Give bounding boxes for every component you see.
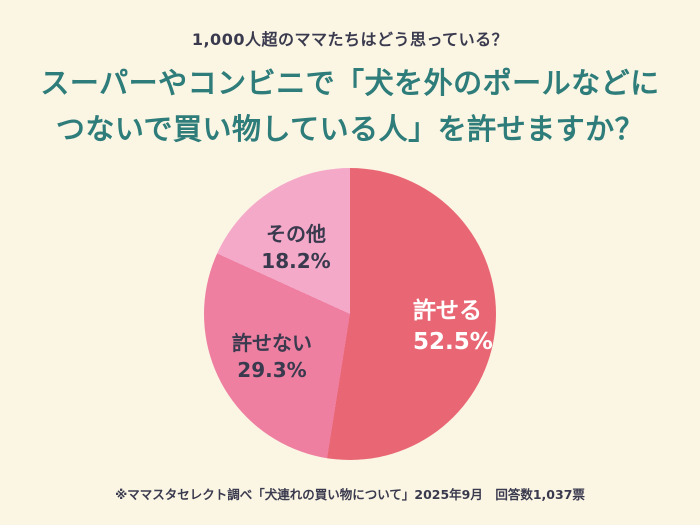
- eyebrow-text: 1,000人超のママたちはどう思っている？: [191, 30, 509, 49]
- slice-percent: 18.2%: [261, 249, 331, 273]
- slice-percent: 52.5%: [413, 329, 493, 355]
- slice-name: 許せる: [413, 297, 482, 324]
- slice-percent: 29.3%: [237, 358, 307, 382]
- slice-name: その他: [265, 222, 326, 246]
- page-title-line1: スーパーやコンビニで「犬を外のポールなどに: [40, 66, 660, 100]
- pie-slice-label-sonota: その他 18.2%: [261, 221, 330, 275]
- page-title: スーパーやコンビニで「犬を外のポールなどに つないで買い物している人」を許せます…: [0, 60, 700, 153]
- source-footnote: ※ママスタセレクト調べ「犬連れの買い物について」2025年9月 回答数1,037…: [115, 487, 585, 502]
- page-title-line2: つないで買い物している人」を許せますか？: [55, 112, 645, 147]
- pie-slice-label-yurusenai: 許せない 29.3%: [232, 330, 312, 384]
- pie-slice-label-yuruseru: 許せる 52.5%: [413, 296, 493, 358]
- slice-name: 許せない: [232, 331, 312, 355]
- pie-chart: [204, 168, 496, 460]
